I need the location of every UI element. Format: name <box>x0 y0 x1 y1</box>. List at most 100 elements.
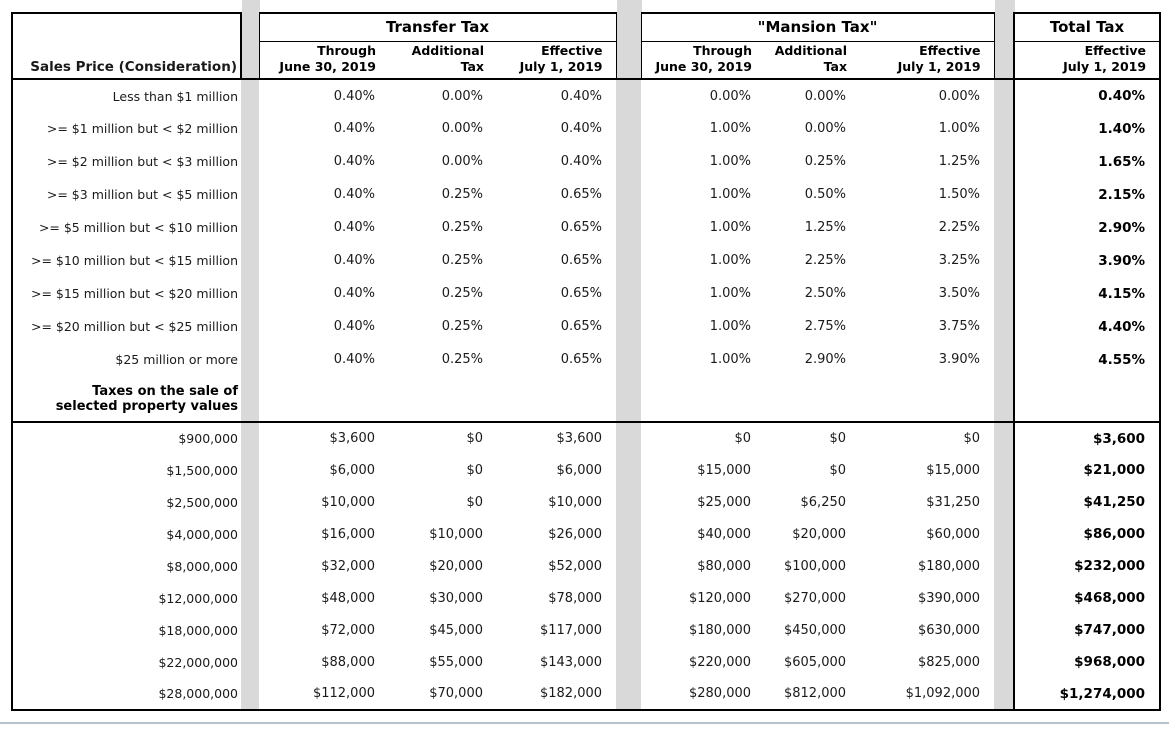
column-spacer <box>994 310 1015 343</box>
total-tax-cell: 1.65% <box>1013 145 1162 178</box>
mansion-tax-cell: $31,250 <box>926 494 981 510</box>
column-spacer <box>241 582 259 614</box>
mansion-tax-cell: $450,000 <box>783 622 847 638</box>
column-spacer <box>616 343 642 376</box>
mansion-tax-cell: $220,000 <box>688 654 752 670</box>
column-spacer <box>994 145 1015 178</box>
column-spacer <box>616 112 642 145</box>
column-spacer <box>994 277 1015 310</box>
row-label: $12,000,000 <box>11 582 241 614</box>
transfer-tax-cell: 0.40% <box>333 352 375 367</box>
amount-row: $8,000,000 $32,000 $20,000 $52,000 $80,000 $1… <box>11 550 1162 582</box>
transfer-tax-cell: $48,000 <box>321 590 375 606</box>
transfer-tax-cell: 0.40% <box>333 121 375 136</box>
mansion-tax-cell: $25,000 <box>697 494 752 510</box>
column-spacer <box>994 13 1015 80</box>
column-spacer <box>994 421 1015 454</box>
transfer-tax-cell: 0.25% <box>441 187 483 202</box>
transfer-tax-cell: 0.65% <box>560 286 603 301</box>
transfer-tax-cell: $55,000 <box>429 654 483 670</box>
rate-row: >= $5 million but < $10 million 0.40% 0.25… <box>11 211 1162 244</box>
mansion-tax-cell: $6,250 <box>800 494 847 510</box>
column-spacer <box>241 211 259 244</box>
column-spacer <box>616 310 642 343</box>
column-spacer <box>994 376 1015 422</box>
mansion-tax-group-header: "Mansion Tax" <box>640 12 995 42</box>
transfer-tax-cell: 0.65% <box>560 319 603 334</box>
amount-row: $4,000,000 $16,000 $10,000 $26,000 $40,000 $2… <box>11 518 1162 550</box>
transfer-tax-cell: 0.40% <box>333 187 375 202</box>
transfer-tax-cell: $0 <box>389 421 497 454</box>
column-spacer <box>241 343 259 376</box>
row-label: $1,500,000 <box>11 454 241 486</box>
row-label: >= $10 million but < $15 million <box>11 244 241 277</box>
transfer-tax-cell: 0.65% <box>560 187 603 202</box>
column-spacer <box>994 582 1015 614</box>
column-spacer <box>616 614 642 646</box>
tax-rate-table: Sales Price (Consideration) Transfer Tax… <box>11 12 1162 711</box>
amount-row: $22,000,000 $88,000 $55,000 $143,000 $220,00… <box>11 646 1162 678</box>
row-label: >= $20 million but < $25 million <box>11 310 241 343</box>
column-spacer <box>994 678 1015 711</box>
mansion-tax-cell: 1.50% <box>938 187 981 202</box>
rate-row: Less than $1 million 0.40% 0.00% 0.40% 0.00%… <box>11 79 1162 112</box>
transfer-tax-cell: 0.00% <box>441 154 483 169</box>
transfer-tax-cell: 0.40% <box>333 253 375 268</box>
mansion-tax-cell: 0.25% <box>804 154 847 169</box>
mansion-tax-cell: $20,000 <box>792 526 847 542</box>
total-tax-cell: 1.40% <box>1013 112 1162 145</box>
total-tax-cell: $41,250 <box>1013 486 1162 518</box>
tax-table-body: Less than $1 million 0.40% 0.00% 0.40% 0.00%… <box>11 79 1162 711</box>
row-label: $22,000,000 <box>11 646 241 678</box>
column-spacer <box>616 518 642 550</box>
column-spacer <box>241 678 259 711</box>
mansion-tax-cell: 0.00% <box>709 88 752 104</box>
row-label: >= $3 million but < $5 million <box>11 178 241 211</box>
transfer-tax-cell <box>389 376 497 422</box>
column-spacer <box>994 646 1015 678</box>
transfer-tax-cell: 0.40% <box>560 154 603 169</box>
row-label: >= $1 million but < $2 million <box>11 112 241 145</box>
column-spacer <box>616 211 642 244</box>
transfer-tax-cell: $78,000 <box>548 590 603 606</box>
mansion-tax-cell: 0.00% <box>804 88 847 104</box>
column-spacer <box>994 112 1015 145</box>
transfer-tax-cell: 0.40% <box>333 220 375 235</box>
transfer-tax-cell: 0.00% <box>441 88 483 104</box>
transfer-tax-cell: $3,600 <box>497 421 617 454</box>
transfer-tax-cell: 0.25% <box>441 253 483 268</box>
sub-header-row: Through June 30, 2019 Additional Tax Effec… <box>12 41 1162 80</box>
transfer-tax-cell: 0.25% <box>441 319 483 334</box>
column-spacer <box>616 178 642 211</box>
column-spacer <box>994 486 1015 518</box>
column-spacer <box>241 454 259 486</box>
column-spacer <box>616 13 642 80</box>
column-spacer <box>241 614 259 646</box>
mansion-tax-cell: 2.50% <box>804 286 847 301</box>
total-tax-cell: $1,274,000 <box>1013 678 1162 711</box>
mansion-tax-cell: $0 <box>765 421 861 454</box>
transfer-effective-header: Effective July 1, 2019 <box>497 41 617 80</box>
column-spacer <box>994 550 1015 582</box>
rate-row: >= $15 million but < $20 million 0.40% 0.2… <box>11 277 1162 310</box>
transfer-tax-group-header: Transfer Tax <box>258 12 617 42</box>
row-label: $4,000,000 <box>11 518 241 550</box>
rate-row: >= $10 million but < $15 million 0.40% 0.2… <box>11 244 1162 277</box>
transfer-tax-cell: 0.40% <box>333 319 375 334</box>
total-tax-cell: 2.90% <box>1013 211 1162 244</box>
mansion-tax-cell: 2.90% <box>804 352 847 367</box>
transfer-through-header: Through June 30, 2019 <box>258 41 389 80</box>
amount-row: $12,000,000 $48,000 $30,000 $78,000 $120,000… <box>11 582 1162 614</box>
row-label: >= $2 million but < $3 million <box>11 145 241 178</box>
column-spacer <box>616 678 642 711</box>
mansion-tax-cell: 1.00% <box>709 187 752 202</box>
amount-row: $28,000,000 $112,000 $70,000 $182,000 $280,0… <box>11 678 1162 711</box>
transfer-tax-cell: $117,000 <box>539 622 603 638</box>
mansion-through-header: Through June 30, 2019 <box>640 41 766 80</box>
page-bottom-rule <box>0 722 1169 724</box>
mansion-tax-cell: $390,000 <box>918 590 981 606</box>
column-spacer <box>616 421 642 454</box>
transfer-additional-header: Additional Tax <box>389 41 497 80</box>
column-spacer <box>616 646 642 678</box>
column-spacer <box>994 178 1015 211</box>
